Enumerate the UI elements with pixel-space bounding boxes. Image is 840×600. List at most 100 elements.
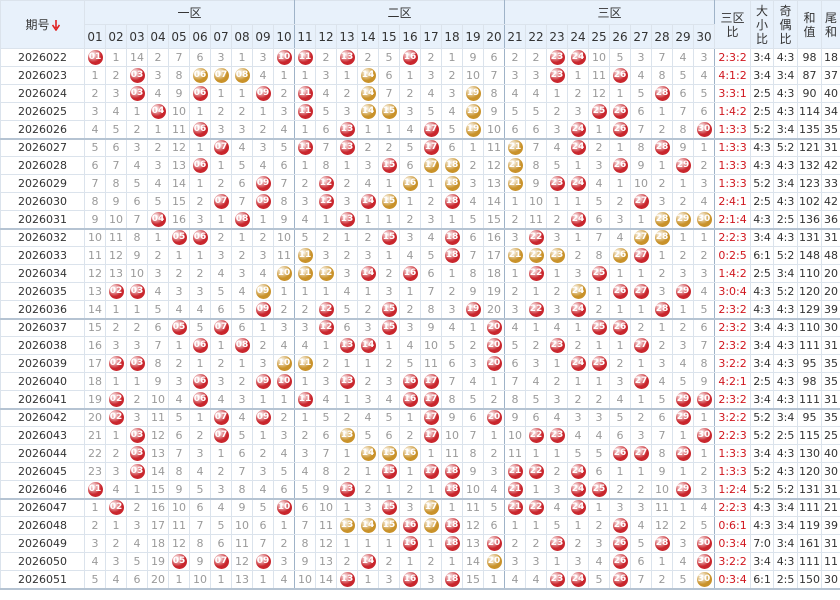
omission: 10: [462, 480, 485, 500]
sort-arrow[interactable]: [51, 20, 60, 32]
number-header: 10: [272, 24, 296, 49]
big-small: 2:5: [750, 102, 775, 121]
number-cell: 22: [525, 426, 548, 445]
big-small: 5:2: [750, 120, 775, 140]
omission: 1: [357, 282, 380, 301]
omission: 2: [210, 174, 232, 193]
omission: 11: [651, 498, 674, 517]
number-cell: 13: [336, 48, 359, 67]
zone-ratio: 2:4:1: [714, 192, 752, 211]
omission: 9: [272, 210, 296, 230]
number-cell: 24: [567, 300, 590, 320]
omission: 8: [630, 138, 653, 157]
period: 2026029: [0, 174, 85, 193]
omission: 8: [525, 156, 548, 175]
omission: 2: [420, 192, 443, 211]
sum: 161: [797, 534, 823, 553]
omission: 1: [210, 156, 232, 175]
omission: 3: [420, 66, 443, 85]
omission: 1: [546, 84, 569, 103]
omission: 5: [546, 156, 569, 175]
omission: 1: [504, 516, 527, 535]
tail-sum: 35: [821, 372, 840, 391]
sum: 95: [797, 408, 823, 427]
ball: 11: [297, 104, 313, 119]
omission: 4: [252, 156, 274, 175]
omission: 2: [105, 318, 127, 337]
number-cell: 17: [420, 390, 443, 410]
ball: 21: [507, 176, 523, 191]
omission: 1: [294, 120, 317, 140]
omission: 12: [651, 516, 674, 535]
omission: 7: [315, 444, 338, 463]
number-cell: 01: [84, 480, 106, 500]
omission: 3: [567, 102, 590, 121]
omission: 1: [588, 120, 611, 140]
omission: 1: [609, 300, 632, 320]
sum: 115: [797, 426, 823, 445]
omission: 14: [147, 462, 169, 481]
omission: 1: [651, 156, 674, 175]
omission: 1: [189, 102, 211, 121]
ball: 02: [108, 410, 124, 426]
omission: 13: [105, 264, 127, 283]
ball: 27: [633, 230, 649, 246]
period: 2026025: [0, 102, 85, 121]
omission: 1: [294, 372, 317, 391]
omission: 2: [504, 282, 527, 301]
number-cell: 06: [189, 372, 211, 391]
number-cell: 25: [588, 264, 611, 283]
omission: 5: [231, 156, 253, 175]
ball: 07: [213, 428, 229, 443]
zone-ratio: 1:4:2: [714, 102, 752, 121]
number-cell: 21: [504, 174, 527, 193]
omission: 3: [252, 462, 274, 481]
omission: 4: [252, 66, 274, 85]
omission: 2: [441, 66, 464, 85]
omission: 3: [693, 48, 716, 67]
ball: 03: [129, 464, 145, 479]
omission: 2: [483, 444, 506, 463]
header-row: 期号 一区 二区 三区 三区比 大小比 奇偶比 和值 尾和: [0, 0, 840, 49]
omission: 15: [462, 570, 485, 590]
period: 2026039: [0, 354, 85, 373]
odd-even: 3:4: [773, 516, 799, 535]
omission: 1: [609, 84, 632, 103]
sum: 129: [797, 300, 823, 320]
zone-ratio: 3:3:1: [714, 84, 752, 103]
ball: 13: [339, 211, 355, 227]
number-cell: 28: [651, 210, 674, 230]
ball: 29: [675, 446, 691, 461]
omission: 1: [252, 318, 274, 337]
ball: 14: [360, 518, 376, 533]
number-cell: 24: [567, 570, 590, 590]
omission: 4: [693, 192, 716, 211]
number-cell: 22: [525, 300, 548, 320]
big-small: 3:4: [750, 552, 775, 571]
omission: 5: [420, 102, 443, 121]
ball: 30: [696, 571, 712, 587]
omission: 1: [357, 570, 380, 590]
ball: 12: [318, 194, 334, 209]
number-header: 13: [336, 24, 359, 49]
number-cell: 20: [483, 336, 506, 355]
omission: 6: [189, 498, 211, 517]
omission: 2: [546, 102, 569, 121]
ball: 26: [612, 518, 628, 533]
number-header: 15: [378, 24, 401, 49]
omission: 8: [231, 480, 253, 500]
omission: 11: [272, 246, 296, 265]
omission: 1: [315, 210, 338, 230]
ball: 16: [402, 391, 418, 407]
omission: 1: [462, 318, 485, 337]
omission: 3: [546, 300, 569, 320]
omission: 4: [693, 66, 716, 85]
omission: 3: [210, 480, 232, 500]
omission: 7: [525, 138, 548, 157]
number-cell: 20: [483, 552, 506, 571]
omission: 8: [420, 300, 443, 320]
ball: 23: [549, 176, 565, 191]
omission: 2: [630, 318, 653, 337]
draw-row: 2026031 9 10 7 04 16 3 1 08 1 9 4 1 13 1 1 2 3 1 5 15 2 11 2 24 6…: [0, 210, 840, 230]
big-small: 5:2: [750, 480, 775, 500]
